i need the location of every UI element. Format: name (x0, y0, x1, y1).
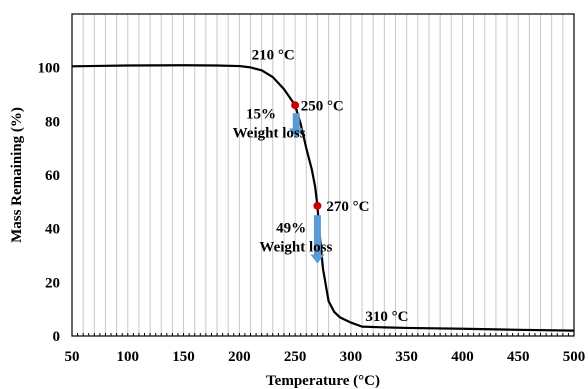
x-tick-label: 100 (117, 349, 140, 365)
plot-frame (71, 13, 575, 337)
y-tick-label: 80 (45, 114, 60, 130)
x-tick-label: 500 (563, 349, 586, 365)
x-tick-label: 250 (284, 349, 307, 365)
y-tick-labels: 0 20 40 60 80 100 (38, 61, 61, 345)
annotation-label: 49% (276, 221, 306, 237)
weight-loss-arrow (289, 113, 304, 138)
annotation-label: Weight loss (233, 125, 306, 141)
y-tick-label: 60 (45, 168, 60, 184)
y-tick-label: 40 (45, 222, 60, 238)
y-tick-label: 100 (38, 61, 61, 77)
x-tick-label: 400 (451, 349, 474, 365)
annotation-label: 250 °C (301, 99, 344, 115)
x-tick-label: 350 (395, 349, 418, 365)
annotations: 210 °C 250 °C 15% Weight loss 270 °C 49% Weigh… (233, 48, 409, 326)
transition-point (291, 101, 300, 110)
annotation-label: 210 °C (252, 48, 295, 64)
x-tick-label: 450 (507, 349, 530, 365)
y-axis-title: Mass Remaining (%) (9, 107, 25, 243)
x-tick-label: 200 (228, 349, 251, 365)
weight-loss-arrows (289, 113, 325, 264)
grid-lines (82, 14, 564, 336)
annotation-label: 270 °C (326, 199, 369, 215)
plot-area (72, 14, 574, 336)
weight-loss-arrow (310, 215, 325, 264)
annotation-label: 15% (246, 107, 276, 123)
x-tick-label: 300 (340, 349, 363, 365)
x-axis-title: Temperature (°C) (266, 373, 380, 389)
x-tick-label: 50 (65, 349, 80, 365)
y-tick-label: 0 (53, 329, 61, 345)
annotation-label: 310 °C (365, 309, 408, 325)
x-tick-labels: 50 100 150 200 250 300 350 400 450 500 (65, 349, 586, 365)
transition-point (313, 201, 322, 210)
x-tick-label: 150 (172, 349, 195, 365)
annotation-label: Weight loss (259, 239, 332, 255)
mass-remaining-line (71, 64, 575, 332)
y-tick-label: 20 (45, 275, 60, 291)
transition-points (291, 101, 322, 210)
